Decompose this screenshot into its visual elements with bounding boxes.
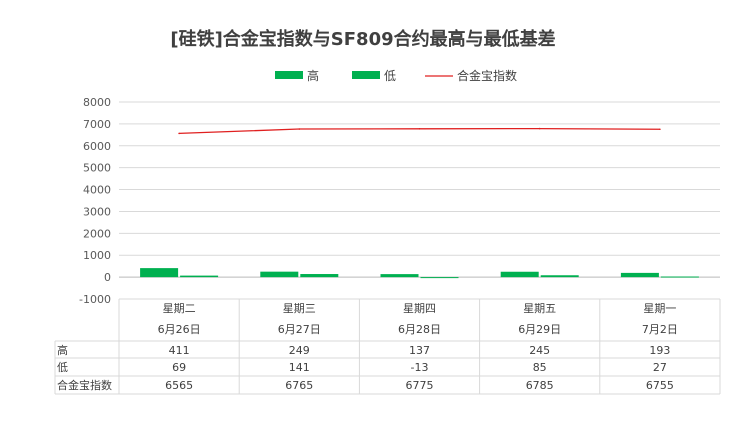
y-tick-label: -1000 bbox=[79, 293, 111, 306]
table-cell: 249 bbox=[289, 344, 310, 357]
line-point bbox=[178, 132, 180, 135]
line-point bbox=[538, 127, 541, 130]
y-tick-label: 7000 bbox=[83, 118, 111, 131]
bar-high bbox=[140, 268, 179, 278]
line-point bbox=[659, 128, 661, 131]
table-row-header: 合金宝指数 bbox=[57, 378, 112, 392]
bar-low bbox=[180, 275, 219, 278]
category-weekday-label: 星期四 bbox=[403, 302, 436, 315]
table-cell: 141 bbox=[289, 361, 310, 374]
table-cell: 245 bbox=[529, 344, 550, 357]
chart-title: [硅铁]合金宝指数与SF809合约最高与最低基差 bbox=[170, 28, 555, 50]
category-weekday-label: 星期三 bbox=[283, 302, 316, 315]
y-tick-label: 3000 bbox=[83, 205, 111, 218]
table-cell: 6785 bbox=[526, 379, 554, 392]
bar-high bbox=[380, 274, 419, 278]
line-point bbox=[298, 128, 301, 130]
data-table: 星期二 6月26日 星期三 6月27日 星期四 6月28日 星期五 6月29日 星期一 7月2日高… bbox=[54, 299, 721, 395]
y-tick-label: 0 bbox=[104, 271, 111, 284]
y-tick-label: 8000 bbox=[83, 96, 111, 109]
table-cell: 69 bbox=[172, 361, 186, 374]
legend-swatch-low bbox=[352, 71, 380, 79]
table-cell: 6755 bbox=[646, 379, 674, 392]
table-cell: 85 bbox=[533, 361, 547, 374]
category-date-label: 6月29日 bbox=[518, 323, 561, 336]
legend-swatch-high bbox=[275, 71, 303, 79]
y-tick-label: 5000 bbox=[83, 162, 111, 175]
table-cell: 6775 bbox=[406, 379, 434, 392]
bar-low bbox=[300, 274, 339, 278]
y-axis: -1000 0 1000 2000 3000 4000 5000 6000 7000 8000 bbox=[79, 96, 111, 306]
legend-label-index: 合金宝指数 bbox=[457, 68, 517, 83]
y-tick-label: 2000 bbox=[83, 227, 111, 240]
table-cell: 6565 bbox=[165, 379, 193, 392]
bar-low bbox=[540, 275, 579, 278]
bar-high bbox=[620, 272, 659, 278]
category-weekday-label: 星期五 bbox=[523, 302, 556, 315]
table-cell: 27 bbox=[653, 361, 667, 374]
y-tick-label: 4000 bbox=[83, 184, 111, 197]
bar-high bbox=[500, 271, 539, 278]
bar-series bbox=[140, 268, 699, 279]
table-cell: 411 bbox=[169, 344, 190, 357]
category-date-label: 6月28日 bbox=[398, 323, 441, 336]
table-row-header: 高 bbox=[57, 343, 68, 357]
line-point bbox=[418, 128, 421, 130]
category-weekday-label: 星期一 bbox=[643, 302, 676, 315]
table-cell: 137 bbox=[409, 344, 430, 357]
category-date-label: 6月27日 bbox=[278, 323, 321, 336]
table-row-header: 低 bbox=[57, 361, 68, 374]
legend-label-low: 低 bbox=[384, 69, 396, 83]
line-series bbox=[178, 127, 661, 135]
y-tick-label: 1000 bbox=[83, 249, 111, 262]
bar-high bbox=[260, 271, 299, 278]
gridlines bbox=[119, 101, 720, 300]
legend-label-high: 高 bbox=[307, 68, 319, 83]
table-cell: 193 bbox=[649, 344, 670, 357]
legend: 高 低 合金宝指数 bbox=[275, 68, 517, 83]
category-weekday-label: 星期二 bbox=[163, 302, 196, 315]
bar-low bbox=[420, 277, 459, 279]
table-cell: -13 bbox=[411, 361, 429, 374]
y-tick-label: 6000 bbox=[83, 140, 111, 153]
category-date-label: 6月26日 bbox=[158, 323, 201, 336]
category-date-label: 7月2日 bbox=[642, 323, 678, 336]
table-cell: 6765 bbox=[285, 379, 313, 392]
bar-low bbox=[660, 276, 699, 278]
